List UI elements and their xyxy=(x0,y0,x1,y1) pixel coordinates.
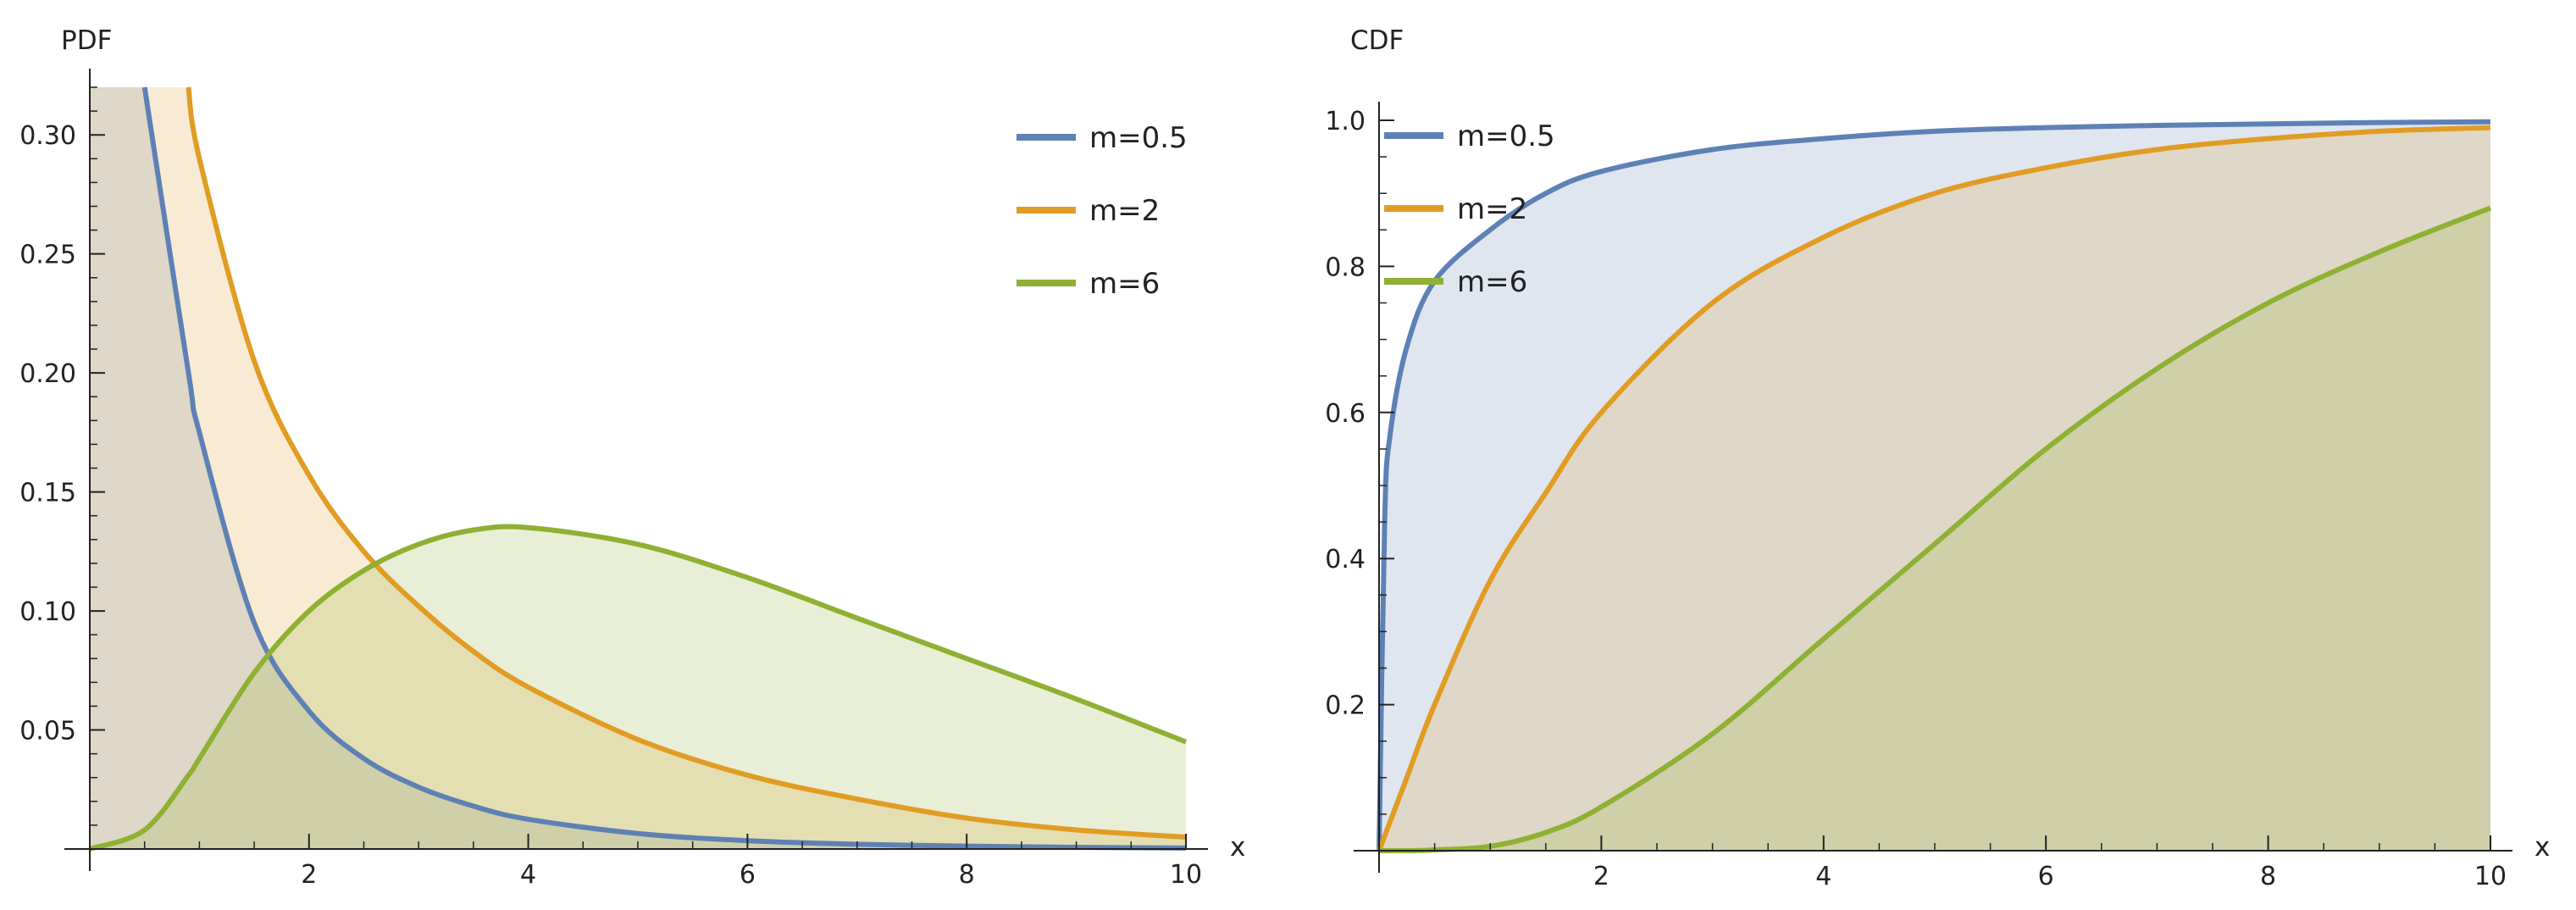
series-line-m=2 xyxy=(186,86,1187,840)
y-tick-label: 0.6 xyxy=(1325,399,1366,429)
y-tick-label: 0.05 xyxy=(19,717,76,746)
area-fills xyxy=(90,87,1186,849)
series-line-m=0.5 xyxy=(1377,119,2491,852)
x-tick-label: 10 xyxy=(1170,860,1202,890)
legend: m=0.5 m=2 m=6 xyxy=(1384,119,1555,299)
x-tick-label: 2 xyxy=(1593,862,1609,891)
axes: 2 4 6 8 10 0.2 0.4 0.6 0.8 1.0 xyxy=(1325,102,2512,891)
y-tick-label: 1.0 xyxy=(1325,107,1366,136)
axes: 2 4 6 8 10 0.05 0.10 0.15 0.20 0.25 0.30 xyxy=(19,69,1208,890)
area-fill-m=6 xyxy=(90,526,1186,849)
x-tick-label: 4 xyxy=(520,860,536,890)
legend: m=0.5 m=2 m=6 xyxy=(1017,121,1188,301)
legend-label: m=0.5 xyxy=(1457,119,1555,153)
legend-label: m=2 xyxy=(1457,192,1527,226)
y-axis-title: CDF xyxy=(1350,25,1404,56)
legend-label: m=0.5 xyxy=(1089,121,1188,155)
series-lines xyxy=(89,86,1188,852)
legend-label: m=6 xyxy=(1089,267,1160,301)
area-fill-m=2 xyxy=(1379,127,2490,852)
x-tick-label: 4 xyxy=(1815,862,1831,891)
area-fill-m=6 xyxy=(1379,208,2490,852)
y-tick-label: 0.25 xyxy=(19,241,76,270)
x-axis-title: x xyxy=(2534,832,2550,863)
y-tick-label: 0.20 xyxy=(19,359,76,389)
y-tick-label: 0.15 xyxy=(19,479,76,508)
area-fill-m=2 xyxy=(90,87,1186,849)
y-tick-label: 0.4 xyxy=(1325,545,1366,574)
legend-label: m=2 xyxy=(1089,194,1160,228)
legend-label: m=6 xyxy=(1457,265,1527,299)
x-tick-label: 8 xyxy=(959,860,975,890)
x-tick-label: 8 xyxy=(2260,862,2276,891)
cdf-chart: 2 4 6 8 10 0.2 0.4 0.6 0.8 1.0 CDF x m=0.5 m=2 m=6 xyxy=(1325,25,2550,891)
area-fills xyxy=(1379,121,2490,852)
x-axis-title: x xyxy=(1230,832,1245,863)
area-fill-m=0.5 xyxy=(90,87,1186,849)
series-line-m=6 xyxy=(89,524,1188,852)
area-fill-m=0.5 xyxy=(1379,121,2490,851)
x-tick-label: 6 xyxy=(2038,862,2054,891)
x-tick-label: 2 xyxy=(301,860,317,890)
series-line-m=2 xyxy=(1377,125,2491,852)
pdf-chart: 2 4 6 8 100.050.100.150.200.250.30PDFxm=0.5m… xyxy=(19,25,1245,890)
series-line-m=0.5 xyxy=(141,86,1187,851)
y-tick-label: 0.2 xyxy=(1325,691,1366,721)
y-tick-label: 0.10 xyxy=(19,597,76,627)
x-tick-label: 10 xyxy=(2474,862,2507,891)
x-tick-label: 6 xyxy=(740,860,756,890)
y-axis-title: PDF xyxy=(61,25,112,56)
y-tick-label: 0.30 xyxy=(19,121,76,151)
y-tick-label: 0.8 xyxy=(1325,252,1366,282)
